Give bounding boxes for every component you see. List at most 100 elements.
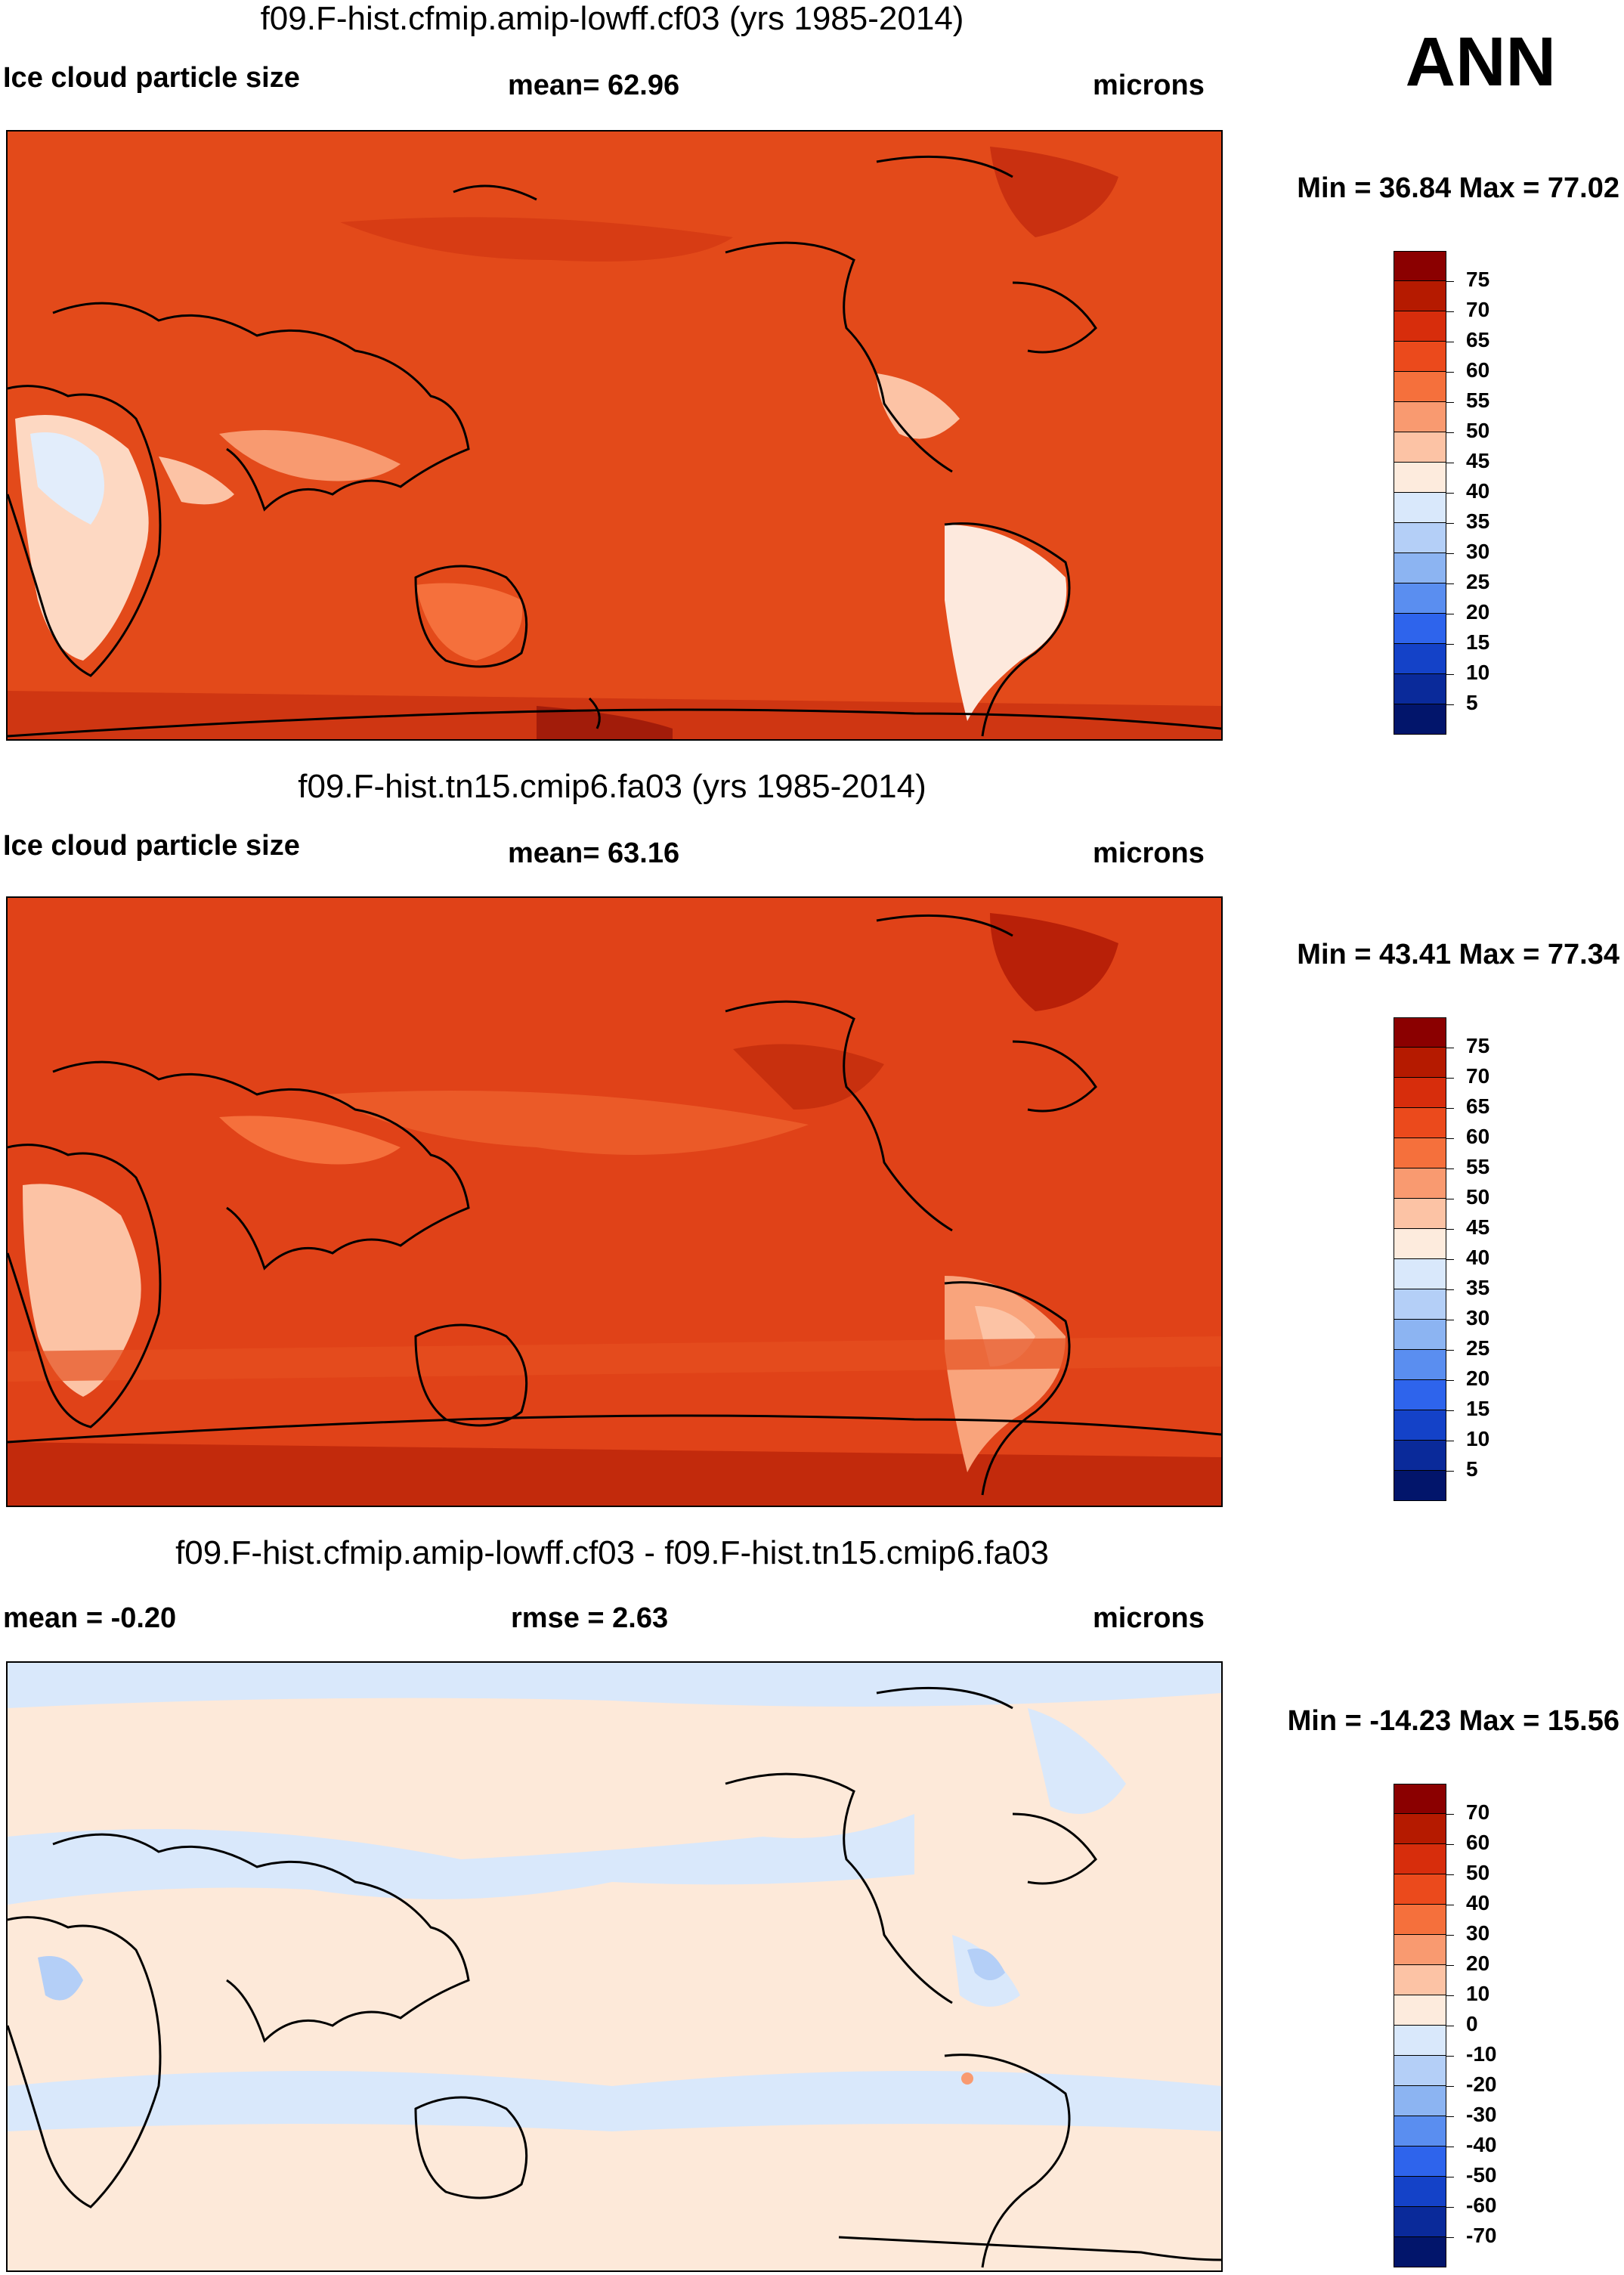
colorbar-swatch — [1394, 644, 1446, 674]
colorbar-swatch — [1394, 2026, 1446, 2056]
panel-3-coastlines — [8, 1686, 1221, 2268]
colorbar-swatch — [1394, 1965, 1446, 1995]
colorbar-tick — [1446, 704, 1454, 705]
panel-3-stronger-negative — [38, 1948, 1005, 2001]
colorbar-label: 55 — [1466, 388, 1490, 412]
colorbar-tick — [1446, 1471, 1454, 1472]
panel-2-variable-label: Ice cloud particle size — [3, 830, 300, 862]
panel-1-high-values — [8, 147, 1221, 739]
colorbar-tick — [1446, 2207, 1454, 2208]
colorbar-tick — [1446, 1078, 1454, 1079]
colorbar-label: 45 — [1466, 1215, 1490, 1239]
colorbar-label: 50 — [1466, 1861, 1490, 1884]
colorbar-tick — [1446, 523, 1454, 524]
colorbar-swatch — [1394, 1350, 1446, 1380]
colorbar-label: 40 — [1466, 1246, 1490, 1269]
colorbar-swatch — [1394, 1995, 1446, 2026]
colorbar-label: 55 — [1466, 1155, 1490, 1178]
colorbar-swatch — [1394, 1935, 1446, 1965]
colorbar-swatch — [1394, 1814, 1446, 1844]
colorbar-label: 0 — [1466, 2012, 1478, 2035]
colorbar-tick — [1446, 493, 1454, 494]
colorbar-swatch — [1394, 2237, 1446, 2267]
colorbar-tick — [1446, 1259, 1454, 1260]
colorbar-tick — [1446, 1138, 1454, 1139]
panel-3-rmse-label: rmse = 2.63 — [511, 1602, 669, 1634]
colorbar-swatch — [1394, 493, 1446, 523]
colorbar-label: 60 — [1466, 358, 1490, 382]
colorbar-label: -70 — [1466, 2224, 1497, 2247]
colorbar-swatch — [1394, 1108, 1446, 1138]
colorbar-swatch — [1394, 1874, 1446, 1905]
colorbar-label: 10 — [1466, 661, 1490, 684]
panel-2-coastlines — [8, 914, 1221, 1496]
season-label: ANN — [1405, 23, 1556, 101]
colorbar-tick — [1446, 2177, 1454, 2178]
colorbar-swatch — [1394, 2177, 1446, 2207]
colorbar-label: -50 — [1466, 2163, 1497, 2187]
colorbar-tick — [1446, 1168, 1454, 1169]
colorbar-label: -20 — [1466, 2072, 1497, 2096]
colorbar-label: 10 — [1466, 1982, 1490, 2005]
colorbar-tick — [1446, 2086, 1454, 2087]
colorbar-swatch — [1394, 372, 1446, 402]
colorbar-swatch — [1394, 553, 1446, 583]
colorbar-label: 5 — [1466, 691, 1478, 714]
panel-2-map — [6, 896, 1223, 1507]
colorbar-swatch — [1394, 1441, 1446, 1471]
colorbar-swatch — [1394, 1259, 1446, 1289]
colorbar-label: 70 — [1466, 1064, 1490, 1088]
colorbar-tick — [1446, 1380, 1454, 1381]
panel-3-map — [6, 1661, 1223, 2272]
colorbar-label: 60 — [1466, 1125, 1490, 1148]
colorbar-tick — [1446, 1874, 1454, 1875]
colorbar-swatch — [1394, 311, 1446, 342]
colorbar-swatch — [1394, 2147, 1446, 2177]
colorbar-label: 65 — [1466, 1094, 1490, 1118]
colorbar-swatch — [1394, 342, 1446, 372]
panel-1-minmax: Min = 36.84 Max = 77.02 — [1297, 172, 1619, 204]
colorbar-tick — [1446, 1410, 1454, 1411]
panel-2-low-values — [8, 1116, 1221, 1472]
panel-1-units-label: microns — [1093, 70, 1205, 101]
colorbar-tick — [1446, 2056, 1454, 2057]
colorbar-label: 75 — [1466, 268, 1490, 291]
panel-2-units-label: microns — [1093, 837, 1205, 869]
colorbar-swatch — [1394, 251, 1446, 281]
colorbar-label: 40 — [1466, 1891, 1490, 1914]
colorbar-tick — [1446, 644, 1454, 645]
colorbar-swatch — [1394, 1289, 1446, 1320]
colorbar-swatch — [1394, 1048, 1446, 1078]
panel-3-positive-spot — [961, 2072, 973, 2085]
colorbar-label: 30 — [1466, 540, 1490, 563]
panel-1-low-values — [15, 373, 1067, 721]
colorbar-tick — [1446, 372, 1454, 373]
colorbar-swatch — [1394, 1410, 1446, 1441]
colorbar-tick — [1446, 281, 1454, 282]
panel-3-units-label: microns — [1093, 1602, 1205, 1634]
colorbar-label: 30 — [1466, 1306, 1490, 1329]
colorbar-tick — [1446, 2116, 1454, 2117]
colorbar-label: -40 — [1466, 2133, 1497, 2156]
panel-2-minmax: Min = 43.41 Max = 77.34 — [1297, 939, 1619, 970]
colorbar-swatch — [1394, 1380, 1446, 1410]
colorbar-swatch — [1394, 1784, 1446, 1814]
colorbar-label: 50 — [1466, 1185, 1490, 1209]
colorbar-label: 35 — [1466, 509, 1490, 533]
colorbar-label: 15 — [1466, 1397, 1490, 1420]
colorbar-label: 40 — [1466, 479, 1490, 503]
colorbar-tick — [1446, 1935, 1454, 1936]
colorbar-tick — [1446, 1965, 1454, 1966]
panel-2-mean-label: mean= 63.16 — [508, 837, 680, 869]
colorbar-label: 45 — [1466, 449, 1490, 472]
colorbar-swatch — [1394, 2116, 1446, 2147]
colorbar-swatch — [1394, 523, 1446, 553]
panel-3-title: f09.F-hist.cfmip.amip-lowff.cf03 - f09.F… — [175, 1534, 1049, 1571]
colorbar-tick — [1446, 311, 1454, 312]
colorbar-label: 70 — [1466, 298, 1490, 321]
colorbar-label: 50 — [1466, 419, 1490, 442]
panel-2-high-values — [8, 913, 1221, 1506]
colorbar-swatch — [1394, 1905, 1446, 1935]
colorbar-swatch — [1394, 1017, 1446, 1048]
colorbar-label: -30 — [1466, 2103, 1497, 2126]
